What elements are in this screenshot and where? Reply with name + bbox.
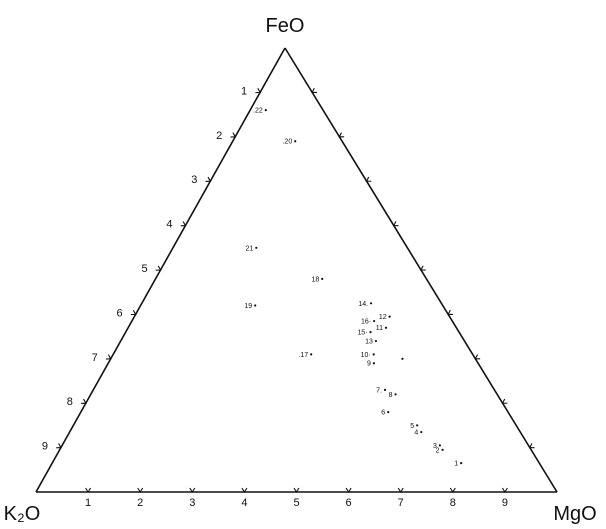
base-tick-label: 4	[241, 497, 247, 509]
data-point-label: .20	[282, 139, 292, 146]
triangle-edges	[35, 47, 558, 493]
data-point-label: 3	[433, 443, 437, 450]
base-tick-label: 1	[85, 497, 91, 509]
left-tick-mark	[230, 132, 237, 138]
data-point-marker	[372, 353, 375, 356]
data-point-marker	[394, 393, 397, 396]
left-tick-label: 2	[216, 130, 222, 142]
left-tick-mark	[255, 87, 262, 94]
data-point-marker	[321, 277, 324, 280]
base-tick-mark	[501, 487, 508, 494]
data-point-marker	[374, 339, 378, 343]
data-point-label: 13	[365, 339, 373, 346]
base-tick-label: 7	[398, 497, 404, 509]
left-tick-label: 7	[92, 352, 98, 364]
base-tick-mark	[137, 487, 144, 494]
base-axis-ticks: 1 2 3 4 5 6 7 8 9	[85, 487, 508, 509]
apex-label-k2o: K₂O	[4, 503, 41, 525]
left-tick-label: 5	[141, 263, 147, 275]
right-axis-ticks	[311, 87, 535, 449]
data-point-marker	[310, 353, 313, 356]
data-point-marker	[460, 462, 463, 465]
data-point-label: 6	[381, 410, 385, 417]
right-tick-mark	[447, 309, 453, 315]
data-point-label: 19	[244, 303, 252, 310]
left-tick-label: 9	[42, 441, 48, 453]
data-point-label: .22	[253, 108, 263, 115]
base-tick-label: 5	[293, 497, 299, 509]
left-tick-mark	[105, 354, 112, 360]
data-point-label: 8	[389, 392, 393, 399]
left-tick-mark	[155, 265, 162, 271]
apex-label-mgo: MgO	[553, 503, 596, 525]
data-point-label: 12	[379, 314, 387, 321]
right-tick-mark	[474, 354, 481, 360]
base-tick-mark	[345, 487, 352, 494]
left-axis-ticks: 1 2 3 4 5 6 7 8 9	[42, 85, 262, 453]
base-tick-label: 6	[346, 497, 352, 509]
data-point-label: 11	[376, 325, 383, 332]
right-tick-mark	[365, 176, 372, 182]
data-point-marker	[384, 326, 388, 329]
data-point-marker	[373, 319, 376, 323]
data-point-marker	[255, 246, 258, 249]
base-tick-mark	[189, 487, 196, 494]
data-point-label: .17	[298, 352, 308, 359]
base-tick-label: 9	[502, 497, 508, 509]
left-tick-mark	[130, 309, 137, 316]
base-tick-mark	[397, 487, 404, 494]
data-point-label: 5	[410, 423, 414, 430]
data-point-label: 2	[436, 447, 440, 454]
right-tick-mark	[501, 398, 508, 404]
data-point-marker	[420, 430, 423, 434]
left-tick-label: 8	[67, 396, 73, 408]
data-point-label: 16·	[361, 319, 371, 326]
base-tick-label: 2	[137, 497, 143, 509]
data-point-marker	[372, 362, 376, 365]
data-point-marker	[388, 315, 391, 318]
data-point-label: 9	[367, 361, 371, 368]
left-tick-label: 6	[117, 307, 123, 319]
left-tick-label: 4	[166, 219, 172, 231]
base-tick-mark	[85, 487, 92, 494]
data-point-label: 18	[311, 276, 319, 283]
left-tick-label: 3	[191, 174, 197, 186]
right-tick-mark	[311, 87, 317, 93]
base-tick-mark	[449, 487, 456, 494]
data-point-label: 10·	[361, 352, 371, 359]
left-tick-mark	[205, 176, 212, 182]
right-tick-mark	[528, 443, 535, 449]
base-tick-label: 3	[189, 497, 195, 509]
right-tick-mark	[392, 221, 399, 227]
right-tick-mark	[338, 132, 345, 138]
data-point-marker	[369, 302, 373, 305]
data-point-label: 1	[454, 461, 458, 468]
data-point-marker	[369, 331, 372, 334]
data-point-label: 7.	[376, 387, 382, 394]
data-point-label: 4	[414, 430, 418, 437]
data-point-marker	[401, 357, 404, 360]
data-point-marker	[294, 140, 297, 143]
left-tick-label: 1	[241, 85, 247, 97]
data-point-marker	[264, 109, 267, 112]
right-tick-mark	[420, 265, 426, 271]
apex-label-feo: FeO	[266, 15, 305, 37]
base-tick-mark	[293, 487, 300, 494]
data-point-marker	[416, 424, 419, 427]
data-point-marker	[387, 410, 390, 414]
data-point-label: 21	[246, 245, 254, 252]
data-point-marker	[441, 448, 444, 451]
data-point-label: 15·	[357, 330, 367, 337]
data-point-marker	[254, 304, 257, 307]
left-tick-mark	[81, 398, 87, 404]
base-tick-label: 8	[450, 497, 456, 509]
left-tick-mark	[180, 221, 187, 227]
left-tick-mark	[56, 443, 62, 449]
data-point-label: 14.	[358, 301, 368, 308]
data-point-marker	[383, 388, 387, 391]
data-point-marker	[438, 444, 441, 447]
base-tick-mark	[241, 487, 248, 494]
